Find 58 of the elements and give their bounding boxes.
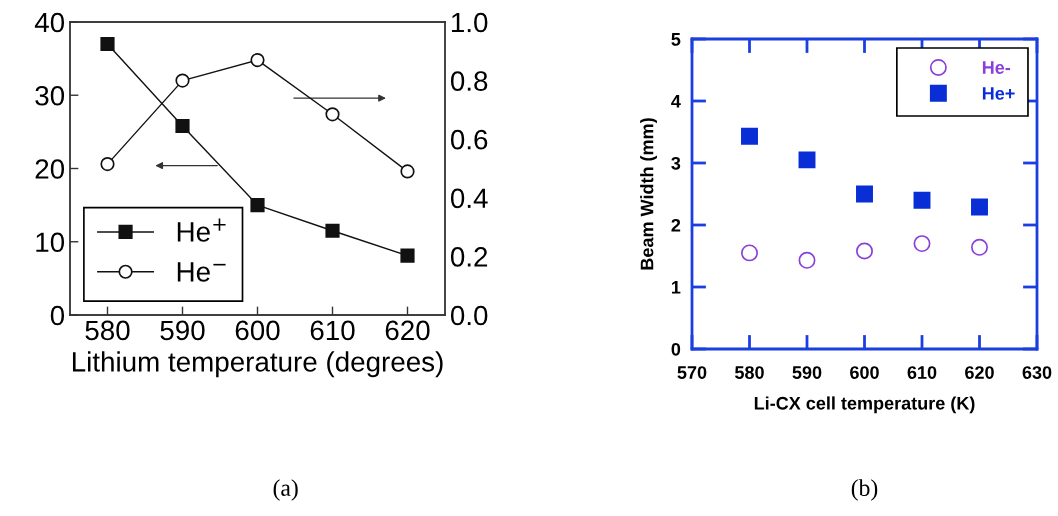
legend-label: He$^{+}$: [177, 218, 226, 242]
point: [798, 251, 816, 269]
point: [913, 191, 931, 209]
x-tick-label: 570: [677, 366, 707, 379]
x-tick-label: 620: [965, 366, 994, 379]
point: [175, 73, 190, 88]
point: [798, 151, 816, 169]
x-tick-label: 600: [235, 320, 280, 341]
x-axis-title: Li-CX cell temperature (K): [754, 396, 975, 414]
y-tick-label: 5: [671, 33, 681, 46]
point: [100, 36, 115, 52]
y-tick-label: 40: [34, 12, 65, 33]
point: [250, 198, 265, 213]
y-tick-label: 0: [50, 305, 65, 326]
point: [856, 242, 873, 260]
x-axis-title: Lithium temperature (degrees): [72, 351, 443, 378]
point: [971, 238, 988, 256]
point: [400, 248, 415, 263]
point: [250, 53, 265, 68]
y2-tick-label: 0.8: [450, 71, 488, 91]
y-axis-title: Beam Width (mm): [640, 118, 657, 270]
legend-label: He$^{−}$: [177, 262, 226, 282]
y2-tick-label: 0.6: [450, 129, 488, 150]
y-tick-label: 3: [671, 156, 681, 170]
point: [400, 164, 415, 179]
text: (b): [851, 479, 878, 501]
point: [325, 107, 340, 122]
point: [325, 223, 340, 238]
x-tick-label: 610: [907, 366, 937, 379]
y2-tick-label: 0.2: [450, 247, 488, 267]
point: [913, 235, 931, 253]
legend-label: He-: [982, 61, 1011, 74]
y2-tick-label: 0.0: [450, 305, 488, 326]
x-tick-label: 580: [734, 366, 764, 379]
point: [971, 198, 988, 216]
y-tick-label: 20: [35, 159, 65, 179]
legend-label: He+: [982, 87, 1015, 100]
y-tick-label: 30: [35, 85, 65, 106]
point: [741, 244, 758, 262]
x-tick-label: 620: [385, 320, 430, 341]
y-tick-label: 4: [671, 95, 681, 108]
point: [100, 157, 115, 172]
x-tick-label: 610: [310, 320, 355, 341]
point: [856, 185, 873, 203]
point: [741, 127, 758, 145]
x-tick-label: 630: [1022, 366, 1052, 379]
x-tick-label: 600: [850, 366, 879, 379]
x-tick-label: 580: [85, 320, 130, 341]
y-tick-label: 2: [671, 218, 681, 232]
y2-tick-label: 1.0: [451, 12, 488, 33]
y-tick-label: 1: [671, 281, 681, 294]
x-tick-label: 590: [792, 366, 822, 379]
x-tick-label: 590: [160, 320, 205, 341]
y2-tick-label: 0.4: [450, 188, 488, 209]
point: [175, 118, 190, 134]
text: (a): [273, 479, 298, 501]
y-tick-label: 10: [36, 232, 65, 253]
y-tick-label: 0: [671, 342, 681, 356]
